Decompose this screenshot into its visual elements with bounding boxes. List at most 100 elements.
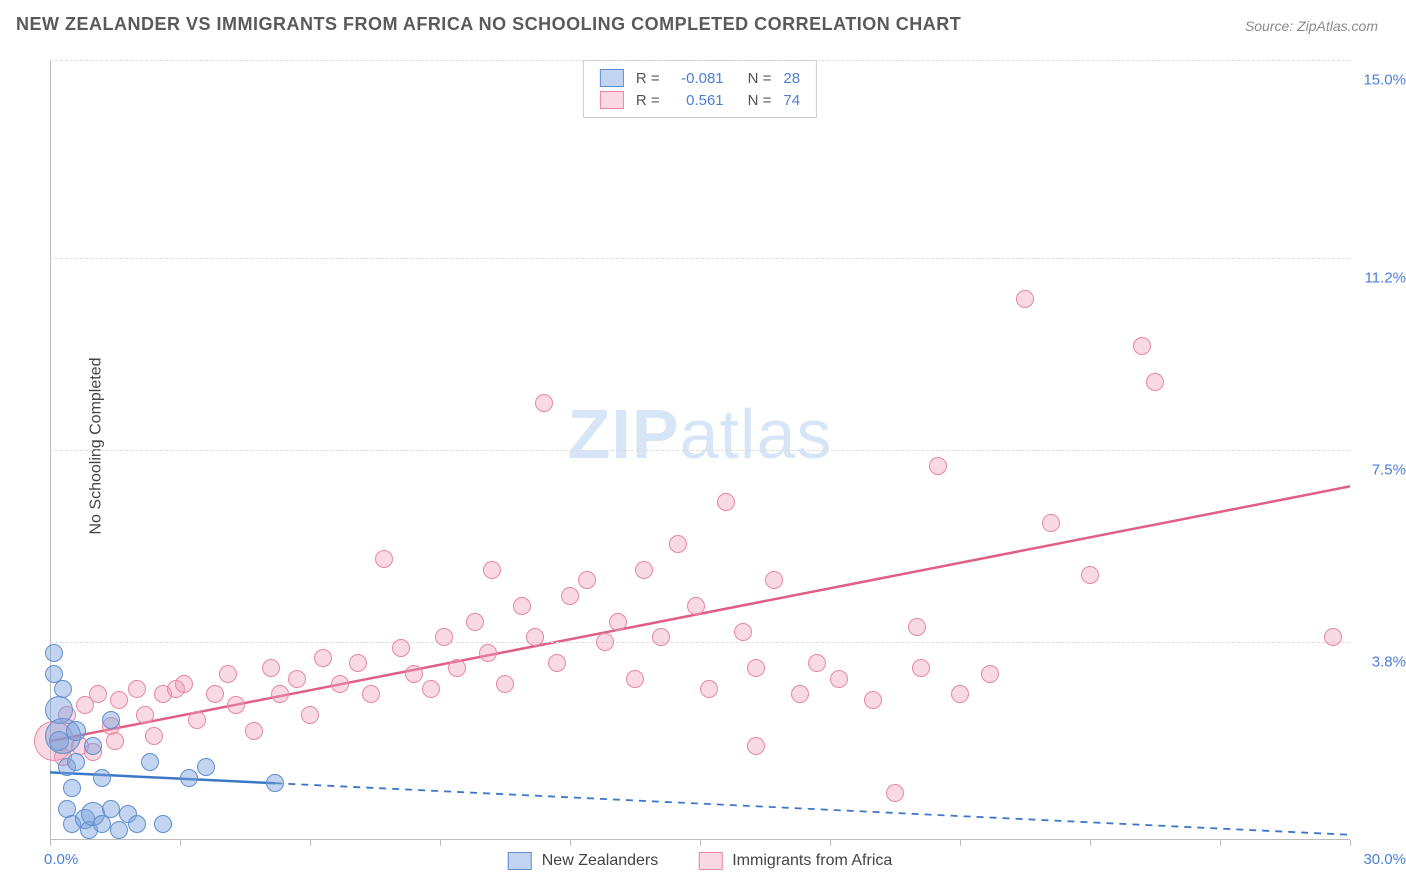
scatter-point-blue bbox=[102, 711, 120, 729]
y-tick-label: 15.0% bbox=[1363, 72, 1406, 89]
y-tick-label: 7.5% bbox=[1372, 462, 1406, 479]
x-tick-mark bbox=[1350, 840, 1351, 846]
scatter-point-pink bbox=[669, 535, 687, 553]
x-max-label: 30.0% bbox=[1363, 851, 1406, 868]
swatch-blue bbox=[600, 69, 624, 87]
plot-area: ZIPatlas R = -0.081 N = 28 R = 0.561 N =… bbox=[50, 60, 1350, 840]
scatter-point-pink bbox=[951, 685, 969, 703]
scatter-point-pink bbox=[362, 685, 380, 703]
grid-line bbox=[50, 450, 1350, 451]
scatter-point-pink bbox=[981, 665, 999, 683]
swatch-pink bbox=[600, 91, 624, 109]
scatter-point-pink bbox=[535, 394, 553, 412]
watermark-atlas: atlas bbox=[680, 395, 833, 473]
scatter-point-blue bbox=[84, 737, 102, 755]
scatter-point-blue bbox=[54, 680, 72, 698]
x-tick-mark bbox=[830, 840, 831, 846]
scatter-point-pink bbox=[288, 670, 306, 688]
scatter-point-pink bbox=[206, 685, 224, 703]
legend-label-blue: New Zealanders bbox=[542, 852, 659, 870]
scatter-point-pink bbox=[219, 665, 237, 683]
x-tick-mark bbox=[570, 840, 571, 846]
scatter-point-pink bbox=[561, 587, 579, 605]
scatter-point-blue bbox=[266, 774, 284, 792]
scatter-point-pink bbox=[262, 659, 280, 677]
scatter-point-pink bbox=[886, 784, 904, 802]
watermark: ZIPatlas bbox=[568, 394, 833, 474]
scatter-point-pink bbox=[496, 675, 514, 693]
scatter-point-pink bbox=[929, 457, 947, 475]
x-tick-mark bbox=[960, 840, 961, 846]
scatter-point-pink bbox=[271, 685, 289, 703]
scatter-point-pink bbox=[687, 597, 705, 615]
scatter-point-pink bbox=[314, 649, 332, 667]
y-tick-label: 11.2% bbox=[1365, 269, 1406, 286]
scatter-point-pink bbox=[596, 633, 614, 651]
n-label: N = bbox=[748, 70, 772, 87]
scatter-point-pink bbox=[483, 561, 501, 579]
scatter-point-pink bbox=[808, 654, 826, 672]
scatter-point-pink bbox=[578, 571, 596, 589]
scatter-point-blue bbox=[128, 815, 146, 833]
scatter-point-blue bbox=[110, 821, 128, 839]
scatter-point-pink bbox=[175, 675, 193, 693]
scatter-point-pink bbox=[227, 696, 245, 714]
scatter-point-pink bbox=[1324, 628, 1342, 646]
scatter-point-blue bbox=[197, 758, 215, 776]
scatter-point-pink bbox=[128, 680, 146, 698]
scatter-point-pink bbox=[548, 654, 566, 672]
n-value-pink: 74 bbox=[783, 92, 800, 109]
scatter-point-pink bbox=[375, 550, 393, 568]
r-label: R = bbox=[636, 70, 660, 87]
scatter-point-blue bbox=[180, 769, 198, 787]
x-tick-mark bbox=[310, 840, 311, 846]
x-tick-mark bbox=[1220, 840, 1221, 846]
scatter-point-pink bbox=[136, 706, 154, 724]
scatter-point-pink bbox=[145, 727, 163, 745]
scatter-point-pink bbox=[652, 628, 670, 646]
scatter-point-pink bbox=[1133, 337, 1151, 355]
scatter-point-pink bbox=[392, 639, 410, 657]
source-prefix: Source: bbox=[1245, 18, 1297, 34]
scatter-point-pink bbox=[331, 675, 349, 693]
scatter-point-pink bbox=[765, 571, 783, 589]
scatter-point-pink bbox=[526, 628, 544, 646]
legend-item-blue: New Zealanders bbox=[508, 852, 659, 870]
scatter-point-blue bbox=[45, 644, 63, 662]
scatter-point-blue bbox=[93, 769, 111, 787]
scatter-point-blue bbox=[67, 753, 85, 771]
scatter-point-pink bbox=[89, 685, 107, 703]
x-tick-mark bbox=[440, 840, 441, 846]
scatter-point-pink bbox=[349, 654, 367, 672]
swatch-pink bbox=[698, 852, 722, 870]
n-label: N = bbox=[748, 92, 772, 109]
r-value-blue: -0.081 bbox=[672, 70, 724, 87]
scatter-point-pink bbox=[448, 659, 466, 677]
x-tick-mark bbox=[1090, 840, 1091, 846]
scatter-point-pink bbox=[405, 665, 423, 683]
correlation-row-pink: R = 0.561 N = 74 bbox=[600, 89, 800, 111]
scatter-point-pink bbox=[830, 670, 848, 688]
n-value-blue: 28 bbox=[783, 70, 800, 87]
grid-line bbox=[50, 60, 1350, 61]
scatter-point-pink bbox=[1016, 290, 1034, 308]
scatter-point-pink bbox=[700, 680, 718, 698]
scatter-point-pink bbox=[422, 680, 440, 698]
grid-line bbox=[50, 642, 1350, 643]
scatter-point-pink bbox=[106, 732, 124, 750]
legend-label-pink: Immigrants from Africa bbox=[732, 852, 892, 870]
watermark-zip: ZIP bbox=[568, 395, 680, 473]
correlation-row-blue: R = -0.081 N = 28 bbox=[600, 67, 800, 89]
scatter-point-blue bbox=[93, 815, 111, 833]
scatter-point-blue bbox=[141, 753, 159, 771]
scatter-point-pink bbox=[734, 623, 752, 641]
scatter-point-blue bbox=[63, 779, 81, 797]
scatter-point-blue bbox=[154, 815, 172, 833]
x-min-label: 0.0% bbox=[44, 851, 78, 868]
x-tick-mark bbox=[180, 840, 181, 846]
scatter-point-pink bbox=[513, 597, 531, 615]
grid-line bbox=[50, 258, 1350, 259]
scatter-point-pink bbox=[747, 659, 765, 677]
scatter-point-pink bbox=[1146, 373, 1164, 391]
source-label: Source: ZipAtlas.com bbox=[1245, 18, 1378, 34]
